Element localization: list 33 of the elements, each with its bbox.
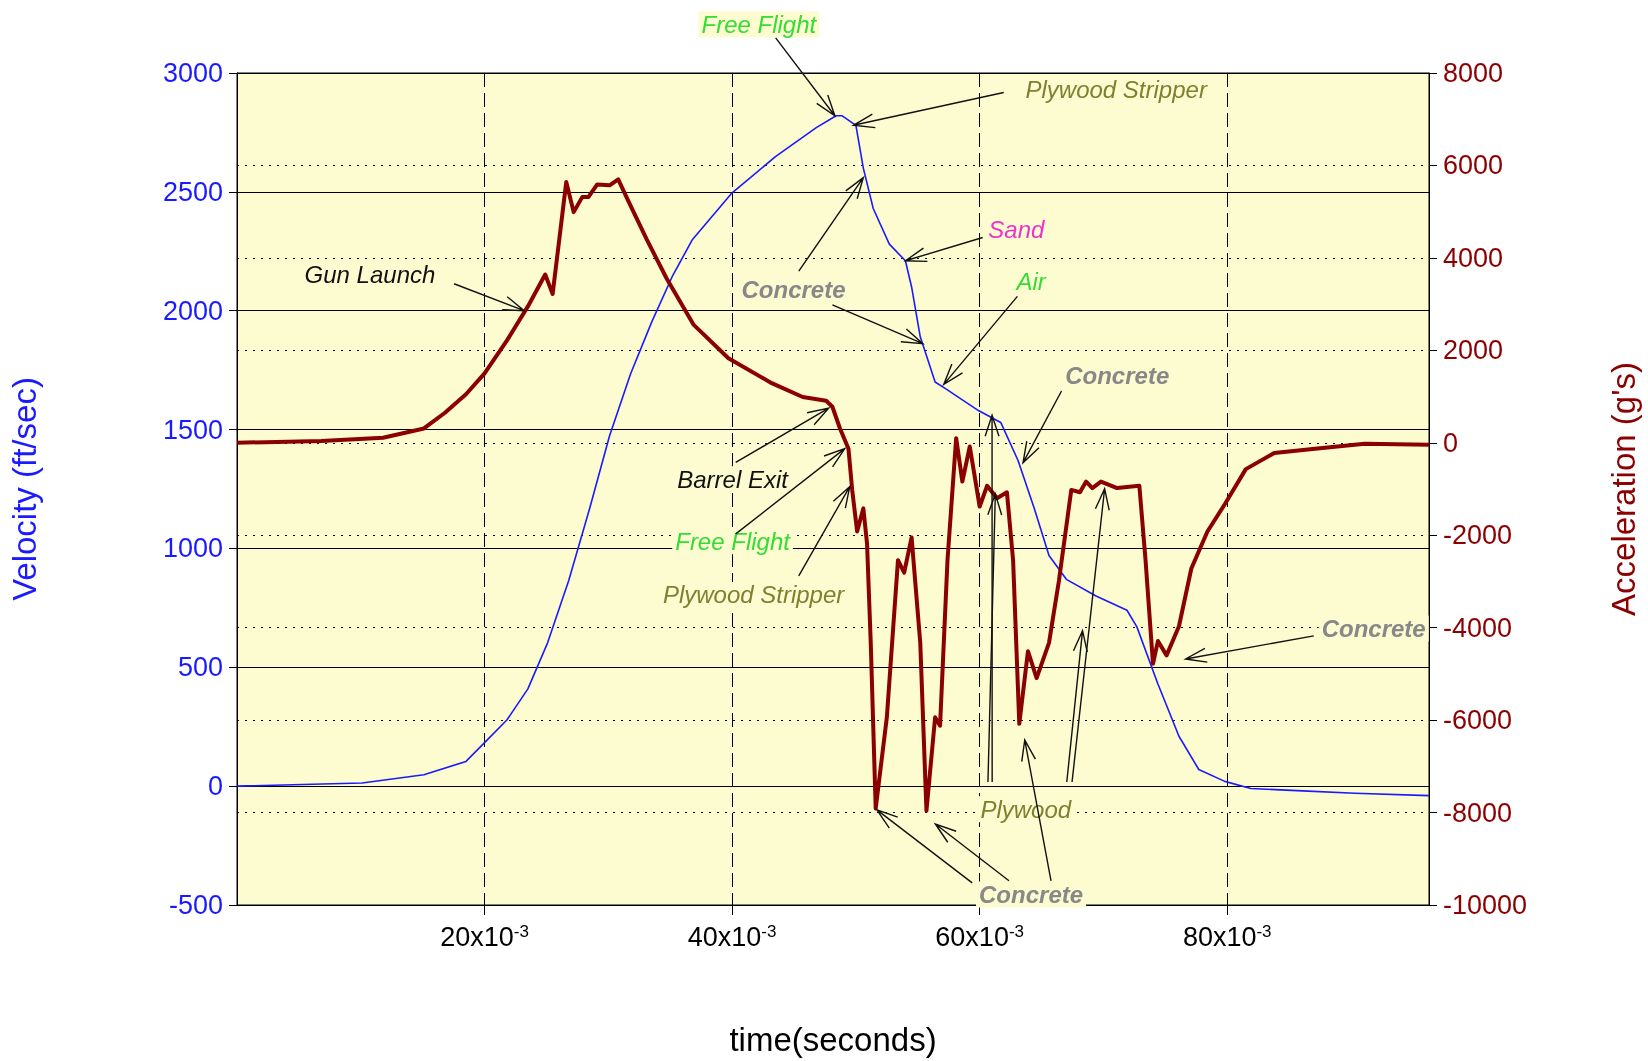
y2-tick-label: -8000	[1443, 797, 1513, 828]
y-tick-label: -500	[168, 890, 223, 920]
annotation: Sand	[988, 215, 1046, 243]
y-tick-label: 3000	[162, 58, 223, 88]
annotation: Free Flight	[675, 527, 792, 555]
annotation: Free Flight	[701, 10, 818, 38]
y-axis-title: Velocity (ft/sec)	[6, 377, 43, 601]
annotation: Concrete	[741, 275, 846, 303]
y-tick-label: 2500	[162, 176, 223, 207]
y2-tick-label: -6000	[1443, 705, 1513, 736]
annotation: Concrete	[1321, 615, 1426, 643]
annotation: Concrete	[979, 880, 1084, 908]
y-tick-label: 1000	[162, 533, 223, 564]
x-axis-title: time(seconds)	[729, 1021, 937, 1058]
y2-tick-label: 6000	[1443, 150, 1504, 181]
y2-tick-label: 0	[1443, 427, 1459, 458]
annotation: Barrel Exit	[677, 465, 790, 493]
y2-tick-label: -2000	[1443, 520, 1513, 551]
annotation: Gun Launch	[304, 260, 436, 288]
y2-tick-label: 4000	[1443, 242, 1504, 273]
y2-tick-label: -4000	[1443, 612, 1513, 643]
y2-axis-title: Acceleration (g's)	[1605, 362, 1642, 616]
annotation: Concrete	[1065, 361, 1170, 389]
annotation: Plywood Stripper	[1025, 75, 1208, 103]
y-tick-label: 2000	[162, 295, 223, 326]
annotation: Air	[1014, 268, 1047, 296]
y2-tick-label: 8000	[1443, 58, 1504, 88]
y-tick-label: 500	[177, 652, 223, 683]
y2-tick-label: -10000	[1443, 890, 1528, 920]
annotation: Plywood Stripper	[662, 581, 846, 609]
y-tick-label: 1500	[162, 414, 223, 445]
y-tick-label: 0	[207, 771, 223, 802]
y2-tick-label: 2000	[1443, 335, 1504, 366]
